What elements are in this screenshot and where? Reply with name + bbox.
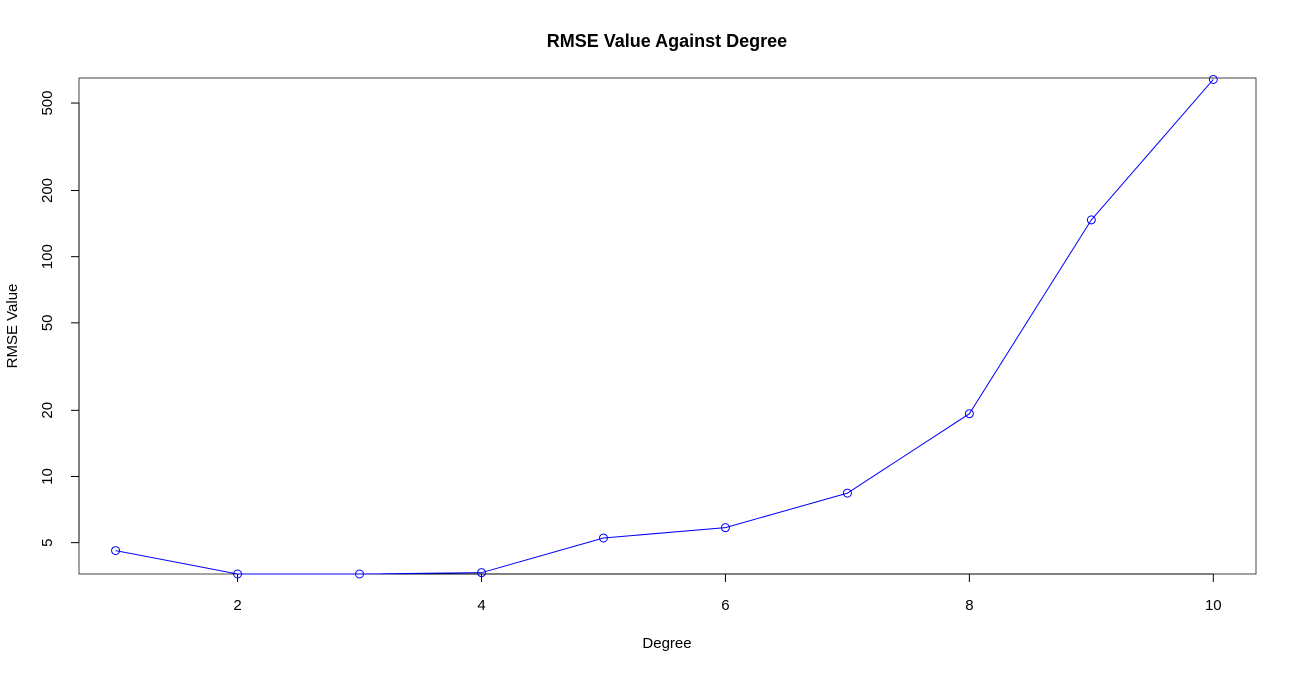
chart-title: RMSE Value Against Degree [547, 31, 787, 51]
data-point [598, 533, 608, 543]
y-tick-label: 10 [39, 468, 56, 485]
y-axis-label: RMSE Value [4, 284, 21, 369]
x-axis-label: Degree [642, 635, 691, 652]
series-line [115, 79, 1214, 575]
data-point [1086, 215, 1096, 225]
data-point [964, 409, 974, 419]
x-tick-label: 4 [477, 597, 485, 614]
y-tick-label: 500 [39, 91, 56, 116]
data-point [355, 569, 365, 579]
plot-frame [78, 77, 1257, 575]
y-axis: 5 10 20 50 100 200 500 [39, 91, 80, 547]
y-tick-label: 200 [39, 178, 56, 203]
x-tick-label: 10 [1205, 597, 1222, 614]
x-axis: 2 4 6 8 10 [233, 573, 1222, 614]
y-tick-label: 100 [39, 244, 56, 269]
y-tick-label: 20 [39, 402, 56, 419]
data-point [476, 568, 486, 578]
x-tick-label: 6 [721, 597, 729, 614]
data-point [720, 523, 730, 533]
series-layer [111, 74, 1218, 579]
y-tick-label: 5 [39, 538, 56, 546]
y-tick-label: 50 [39, 314, 56, 331]
data-point [111, 546, 121, 556]
x-tick-label: 2 [233, 597, 241, 614]
data-point [233, 569, 243, 579]
data-point [1208, 74, 1218, 84]
data-point [842, 488, 852, 498]
x-tick-label: 8 [965, 597, 973, 614]
